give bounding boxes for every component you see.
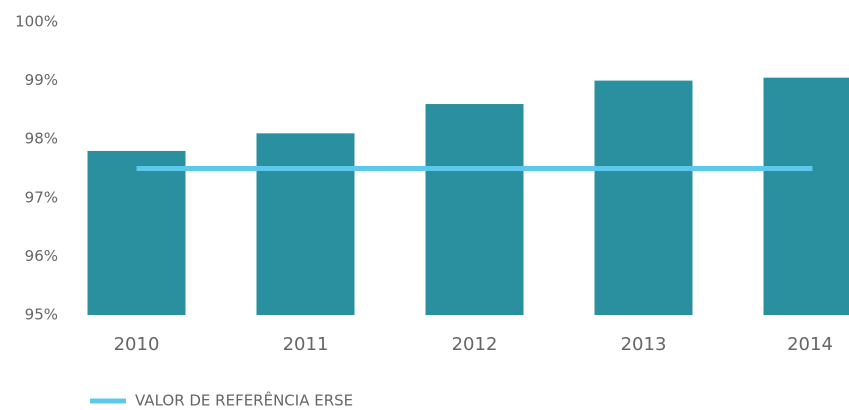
x-tick-label: 2012 — [452, 334, 498, 355]
x-tick-label: 2013 — [621, 334, 667, 355]
y-tick-label: 95% — [25, 306, 58, 324]
y-tick-label: 98% — [25, 130, 58, 148]
x-tick-label: 2014 — [787, 334, 833, 355]
x-tick-label: 2010 — [114, 334, 160, 355]
legend-label: VALOR DE REFERÊNCIA ERSE — [135, 391, 353, 410]
bar — [87, 150, 186, 315]
bar — [763, 77, 849, 315]
bar — [256, 133, 355, 315]
x-tick-label: 2011 — [283, 334, 329, 355]
y-tick-label: 97% — [25, 188, 58, 206]
y-tick-label: 100% — [15, 13, 58, 31]
y-tick-label: 96% — [25, 247, 58, 265]
bar — [594, 80, 693, 315]
y-tick-label: 99% — [25, 71, 58, 89]
bar — [425, 104, 524, 315]
